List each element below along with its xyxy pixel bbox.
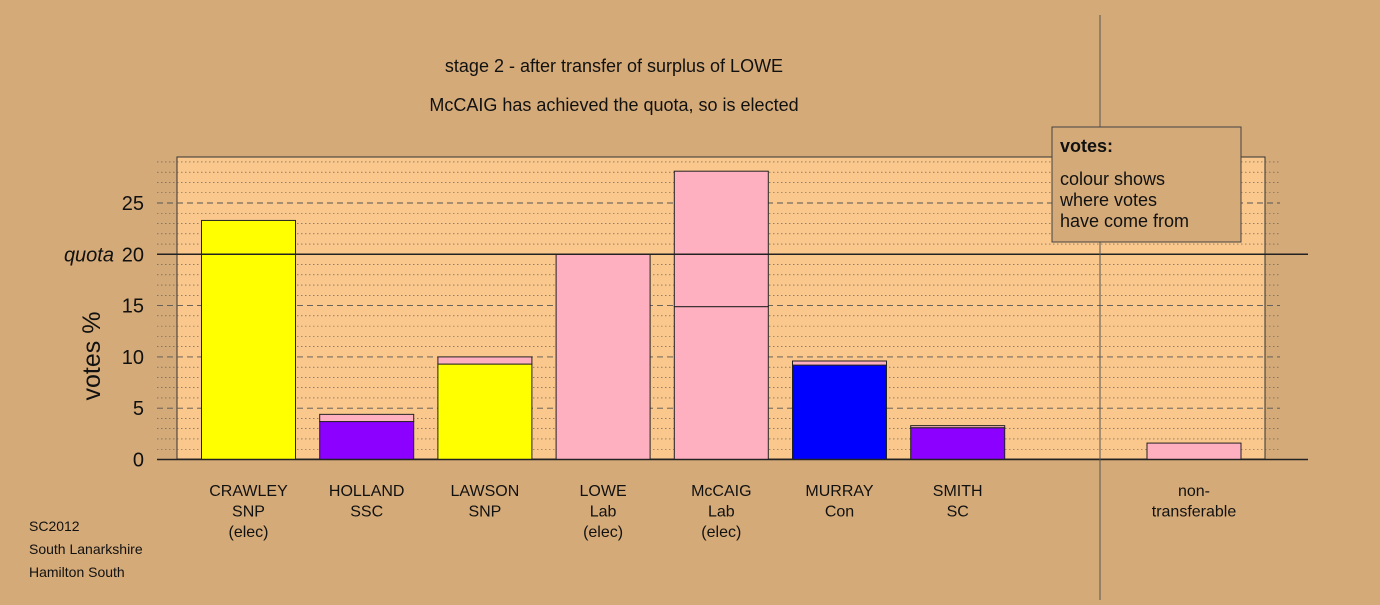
bar-mccaig-segment-1 [673, 306, 769, 460]
bar-holland-label-2: SSC [350, 504, 383, 521]
bar-crawley-label-1: CRAWLEY [209, 483, 288, 500]
legend-line-2: where votes [1059, 190, 1157, 210]
bar-holland-label-1: HOLLAND [329, 483, 405, 500]
footer-line-3: Hamilton South [29, 564, 125, 580]
bar-mccaig-label-3: (elec) [701, 524, 741, 541]
bar-holland-segment-1 [319, 421, 415, 460]
chart-subtitle: McCAIG has achieved the quota, so is ele… [429, 95, 798, 115]
bar-lawson-label-2: SNP [468, 504, 501, 521]
quota-label: quota [64, 244, 114, 266]
y-axis-ticks: 0 5 10 15 20 25 [122, 193, 144, 472]
bar-crawley-segment-1 [201, 219, 296, 460]
bar-lowe-label-3: (elec) [583, 524, 623, 541]
bar-murray-label-1: MURRAY [805, 483, 873, 500]
chart-title: stage 2 - after transfer of surplus of L… [445, 56, 783, 76]
bar-smith-label-2: SC [947, 504, 969, 521]
bar-mccaig-label-2: Lab [708, 504, 735, 521]
bar-smith-segment-1 [910, 427, 1006, 460]
bar-murray-segment-2 [792, 360, 887, 366]
x-axis-labels: CRAWLEY SNP (elec) HOLLAND SSC LAWSON SNP LOWE L… [209, 483, 1236, 541]
y-tick-label: 20 [122, 244, 144, 266]
bar-mccaig-segment-2 [673, 170, 769, 308]
y-tick-label: 15 [122, 296, 144, 318]
bar-crawley-label-2: SNP [232, 504, 265, 521]
legend-line-1: colour shows [1060, 169, 1165, 189]
bar-nontransferable-label-2: transferable [1152, 504, 1237, 521]
bar-murray-segment-1 [792, 364, 887, 460]
y-tick-label: 10 [122, 347, 144, 369]
bar-nontransferable-label-1: non- [1178, 483, 1210, 500]
legend-box [1051, 126, 1242, 243]
bar-lowe-segment-1 [555, 253, 651, 460]
footer-line-2: South Lanarkshire [29, 541, 143, 557]
bar-lawson-segment-2 [437, 356, 533, 365]
legend-title: votes: [1060, 136, 1113, 156]
bar-murray-label-2: Con [825, 504, 854, 521]
y-tick-label: 0 [133, 450, 144, 472]
bar-smith-segment-2 [910, 425, 1006, 429]
bar-lawson-label-1: LAWSON [451, 483, 520, 500]
bar-crawley-label-3: (elec) [228, 524, 268, 541]
legend-line-3: have come from [1060, 211, 1189, 231]
bar-holland-segment-2 [319, 413, 415, 423]
bar-mccaig-label-1: McCAIG [691, 483, 751, 500]
bars [201, 170, 1242, 461]
y-tick-label: 5 [133, 398, 144, 420]
footer-line-1: SC2012 [29, 518, 80, 534]
bar-nontransferable-segment-1 [1146, 442, 1242, 461]
bar-lowe-label-2: Lab [590, 504, 617, 521]
bar-smith-label-1: SMITH [933, 483, 983, 500]
y-axis-label: votes % [78, 312, 106, 401]
y-tick-label: 25 [122, 193, 144, 215]
bar-lowe-label-1: LOWE [580, 483, 627, 500]
bar-lawson-segment-1 [437, 363, 533, 460]
